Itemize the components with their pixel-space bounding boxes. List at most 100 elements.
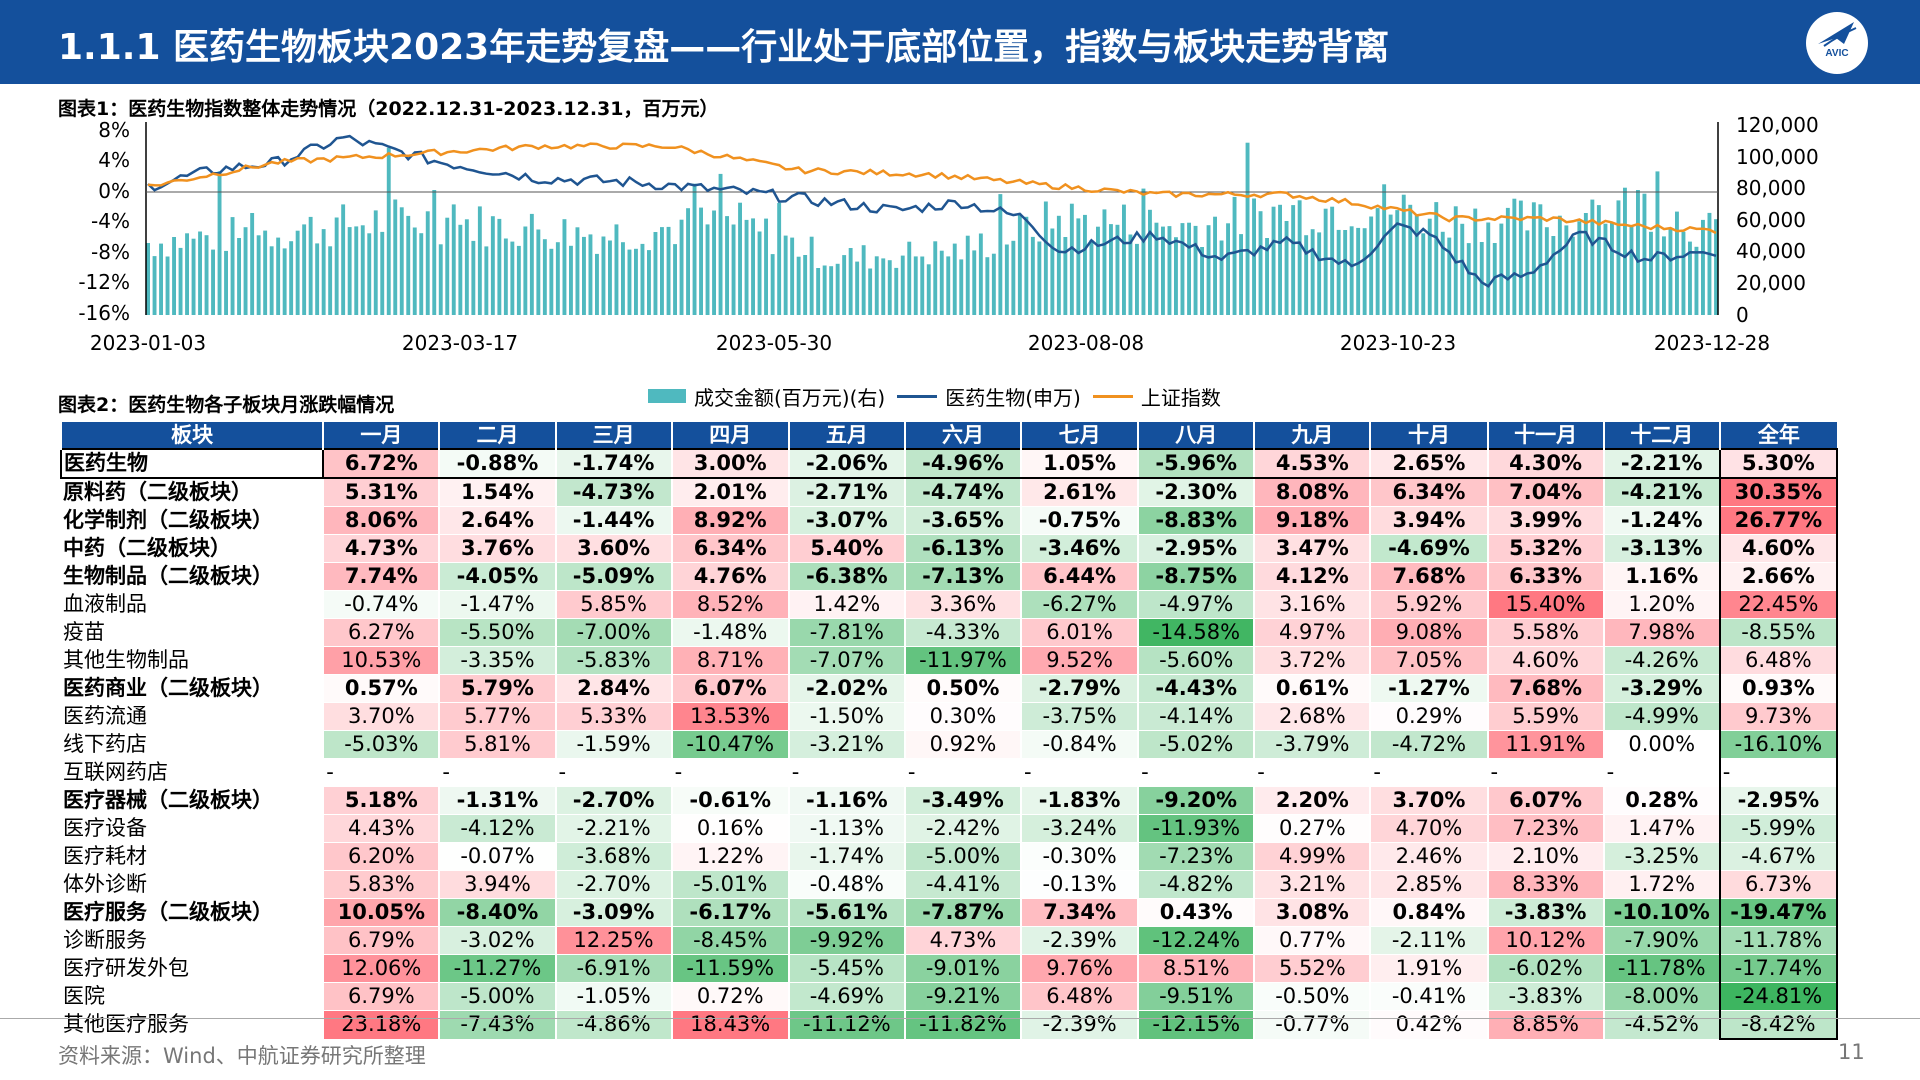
cell-year: -2.95%: [1718, 786, 1839, 815]
cell-month: 0.77%: [1253, 926, 1371, 955]
row-label: 原料药（二级板块）: [61, 478, 324, 507]
volume-bar: [673, 244, 677, 315]
cell-month: -3.65%: [903, 506, 1022, 535]
col-header: 七月: [1020, 422, 1139, 449]
volume-bar: [1030, 236, 1035, 315]
cell-month: 0.61%: [1253, 674, 1371, 703]
cell-month: -5.96%: [1137, 448, 1255, 479]
col-header: 一月: [322, 422, 440, 449]
volume-bar: [1382, 184, 1387, 315]
volume-bar: [1479, 242, 1484, 315]
cell-month: 12.25%: [554, 926, 672, 955]
volume-bar: [614, 224, 619, 315]
cell-month: 0.30%: [903, 702, 1022, 731]
x-tick-4: 2023-10-23: [1340, 331, 1456, 355]
cell-month: 8.92%: [670, 506, 789, 535]
volume-bar: [542, 239, 547, 315]
cell-month: 8.52%: [670, 590, 789, 619]
volume-bar: [608, 240, 612, 315]
volume-bar: [1610, 222, 1614, 315]
cell-month: 5.58%: [1486, 618, 1604, 647]
cell-year: 2.66%: [1718, 562, 1839, 591]
cell-month: 18.43%: [670, 1010, 789, 1040]
legend-pharma: 医药生物(申万): [897, 382, 1081, 411]
volume-bar: [738, 202, 742, 315]
volume-bar: [146, 243, 150, 315]
volume-bar: [1271, 206, 1276, 315]
y-right-tick-5: 20,000: [1736, 271, 1806, 295]
cell-month: -5.09%: [554, 562, 672, 591]
cell-month: -: [554, 758, 672, 787]
volume-bar: [1655, 171, 1660, 315]
cell-month: -9.92%: [787, 926, 905, 955]
volume-bar: [595, 253, 599, 315]
volume-bar: [946, 256, 951, 315]
volume-bar: [1688, 241, 1692, 315]
cell-month: 2.64%: [438, 506, 556, 535]
volume-bar: [874, 256, 879, 315]
volume-bar: [855, 261, 860, 315]
volume-bar: [256, 235, 261, 315]
cell-month: -3.83%: [1486, 898, 1604, 927]
cell-month: 6.20%: [322, 842, 440, 871]
cell-month: -3.07%: [787, 506, 905, 535]
volume-bar: [1421, 233, 1426, 315]
volume-bar: [1649, 231, 1653, 315]
cell-month: 4.73%: [322, 534, 440, 563]
cell-month: -5.45%: [787, 954, 905, 983]
cell-month: 7.34%: [1020, 898, 1139, 927]
cell-month: -8.83%: [1137, 506, 1255, 535]
volume-bar: [1258, 211, 1263, 315]
volume-bar: [998, 194, 1003, 315]
cell-month: -4.82%: [1137, 870, 1255, 899]
volume-bar: [653, 232, 658, 315]
x-tick-5: 2023-12-28: [1654, 331, 1770, 355]
volume-bar: [588, 234, 593, 315]
volume-bar: [419, 233, 424, 315]
cell-month: -4.33%: [903, 618, 1022, 647]
cell-month: 2.68%: [1253, 702, 1371, 731]
volume-bar: [939, 250, 944, 315]
cell-month: 6.01%: [1020, 618, 1139, 647]
cell-month: -: [1253, 758, 1371, 787]
cell-year: 0.93%: [1718, 674, 1839, 703]
volume-bar: [1564, 225, 1569, 315]
cell-month: -0.61%: [670, 786, 789, 815]
volume-bar: [913, 256, 918, 315]
cell-month: 3.94%: [1369, 506, 1488, 535]
volume-bar: [809, 236, 814, 315]
volume-bar: [582, 236, 586, 315]
volume-bar: [1297, 200, 1302, 315]
cell-month: -1.05%: [554, 982, 672, 1011]
legend-pharma-label: 医药生物(申万): [945, 385, 1081, 410]
table-row: 医药流通 3.70% 5.77% 5.33% 13.53% -1.50% 0.30% -3.7…: [61, 702, 1839, 731]
volume-bar: [308, 216, 313, 315]
volume-bar: [757, 231, 762, 315]
volume-bar: [1466, 243, 1471, 315]
volume-bar: [1375, 208, 1380, 315]
cell-month: -4.12%: [438, 814, 556, 843]
volume-bar: [1577, 221, 1582, 315]
col-header: 五月: [787, 422, 905, 449]
cell-month: -0.77%: [1253, 1010, 1371, 1040]
cell-year: -8.55%: [1718, 618, 1839, 647]
volume-bar: [1616, 200, 1621, 315]
volume-bar: [601, 236, 606, 315]
volume-bar: [445, 217, 450, 315]
volume-bar: [373, 210, 378, 315]
volume-bar: [1161, 226, 1165, 315]
page-title: 1.1.1 医药生物板块2023年走势复盘——行业处于底部位置，指数与板块走势背…: [58, 27, 1390, 68]
volume-bar: [328, 246, 333, 315]
volume-bar: [1213, 216, 1217, 315]
col-header: 十二月: [1602, 422, 1720, 449]
row-label: 医院: [61, 982, 324, 1011]
volume-bar: [1505, 207, 1510, 315]
volume-bar: [269, 246, 274, 315]
volume-bar: [1219, 240, 1224, 315]
row-label: 医药商业（二级板块）: [61, 674, 324, 703]
cell-month: -3.49%: [903, 786, 1022, 815]
cell-month: -4.14%: [1137, 702, 1255, 731]
cell-month: -3.83%: [1486, 982, 1604, 1011]
cell-month: -0.41%: [1369, 982, 1488, 1011]
cell-month: 6.07%: [1486, 786, 1604, 815]
